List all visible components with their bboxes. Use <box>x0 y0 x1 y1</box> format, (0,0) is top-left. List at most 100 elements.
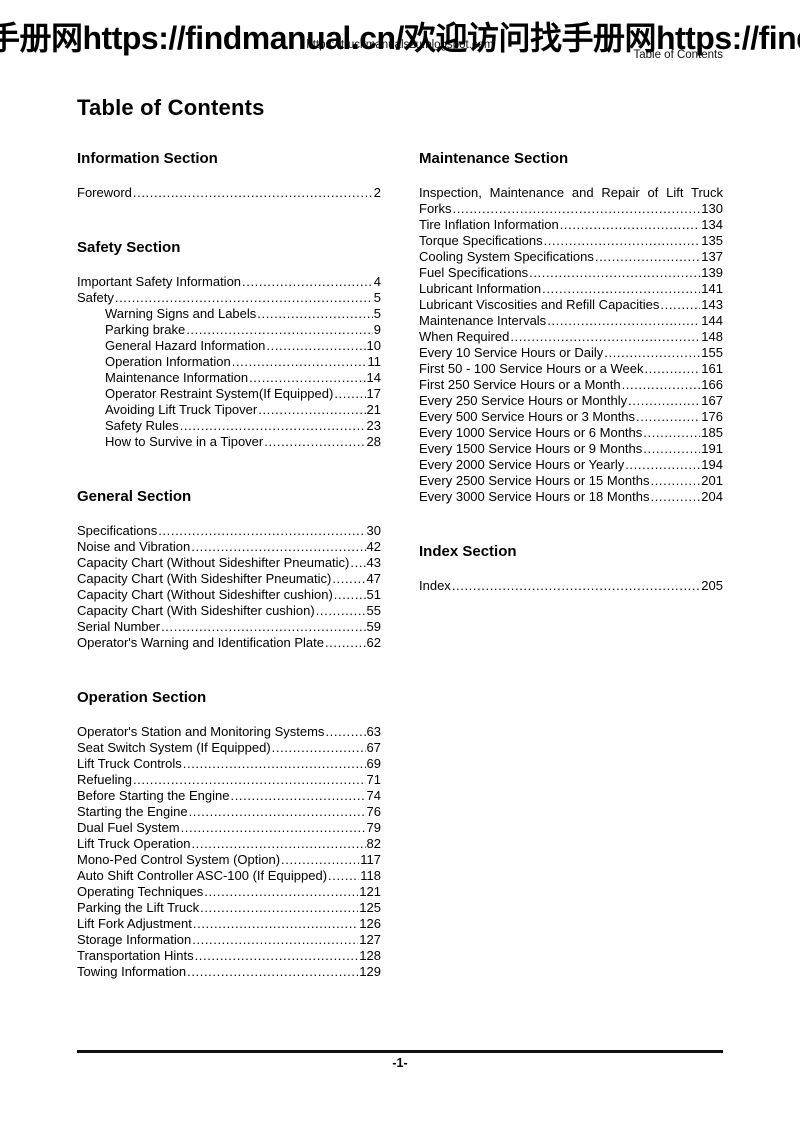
dot-leader <box>332 571 365 587</box>
toc-entry: Every 500 Service Hours or 3 Months 176 <box>419 409 723 425</box>
dot-leader <box>192 932 358 948</box>
toc-entry-title: Mono-Ped Control System (Option) <box>77 852 281 868</box>
toc-entry-page: 74 <box>366 788 381 804</box>
toc-entry-title: First 50 - 100 Service Hours or a Week <box>419 361 644 377</box>
toc-entry-page: 76 <box>366 804 381 820</box>
toc-entry: Warning Signs and Labels 5 <box>77 306 381 322</box>
toc-entry-title: Important Safety Information <box>77 274 242 290</box>
dot-leader <box>232 354 367 370</box>
toc-entry-title: Towing Information <box>77 964 187 980</box>
toc-entry-page: 43 <box>366 555 381 571</box>
toc-entry-page: 79 <box>366 820 381 836</box>
dot-leader <box>316 603 366 619</box>
toc-entry-page: 134 <box>701 217 723 233</box>
toc-entry-title: Maintenance Intervals <box>419 313 547 329</box>
dot-leader <box>544 233 701 249</box>
dot-leader <box>200 900 358 916</box>
dot-leader <box>195 948 359 964</box>
toc-entry: First 50 - 100 Service Hours or a Week 16… <box>419 361 723 377</box>
toc-entry-title: Torque Specifications <box>419 233 543 249</box>
dot-leader <box>643 425 700 441</box>
toc-entry: Every 1500 Service Hours or 9 Months 191 <box>419 441 723 457</box>
dot-leader <box>628 393 700 409</box>
toc-entry-title: When Required <box>419 329 510 345</box>
toc-entry: Every 250 Service Hours or Monthly 167 <box>419 393 723 409</box>
toc-entry-page: 10 <box>366 338 381 354</box>
dot-leader <box>542 281 700 297</box>
dot-leader <box>266 338 365 354</box>
toc-entry: Operator's Station and Monitoring System… <box>77 724 381 740</box>
toc-entry: Towing Information 129 <box>77 964 381 980</box>
header-url: https://truckmanuals2u.blogspot.com <box>306 39 494 51</box>
dot-leader <box>249 370 365 386</box>
dot-leader <box>643 441 700 457</box>
toc-entry-title: Avoiding Lift Truck Tipover <box>105 402 258 418</box>
section-heading: General Section <box>77 488 192 506</box>
toc-entry-page: 191 <box>701 441 723 457</box>
toc-entry-page: 128 <box>359 948 381 964</box>
toc-entry-page: 63 <box>366 724 381 740</box>
toc-entry-title: Seat Switch System (If Equipped) <box>77 740 271 756</box>
dot-leader <box>651 489 701 505</box>
toc-column-right: Maintenance Section Inspection, Maintenan… <box>419 120 723 980</box>
toc-entry-title: Every 1500 Service Hours or 9 Months <box>419 441 643 457</box>
toc-entry: Capacity Chart (With Sideshifter cushion… <box>77 603 381 619</box>
section-heading: Maintenance Section <box>419 150 569 168</box>
section-entry-list: Foreword 2 <box>77 185 381 201</box>
toc-entry: Every 10 Service Hours or Daily 155 <box>419 345 723 361</box>
toc-entry-title: Capacity Chart (With Sideshifter Pneumat… <box>77 571 332 587</box>
toc-entry-page: 9 <box>373 322 381 338</box>
dot-leader <box>272 740 366 756</box>
toc-entry-title: Operator's Station and Monitoring System… <box>77 724 325 740</box>
dot-leader <box>189 804 366 820</box>
toc-entry-title: Specifications <box>77 523 158 539</box>
toc-entry-title: Lift Truck Operation <box>77 836 191 852</box>
dot-leader <box>281 852 359 868</box>
toc-entry-page: 17 <box>366 386 381 402</box>
toc-entry-page: 42 <box>366 539 381 555</box>
dot-leader <box>453 201 701 217</box>
section-heading: Information Section <box>77 150 218 168</box>
toc-entry-page: 155 <box>701 345 723 361</box>
toc-entry: Lift Truck Controls 69 <box>77 756 381 772</box>
toc-entry-page: 167 <box>701 393 723 409</box>
toc-entry-title: Operator Restraint System(If Equipped) <box>105 386 334 402</box>
toc-entry: Important Safety Information 4 <box>77 274 381 290</box>
toc-entry-title: Capacity Chart (With Sideshifter cushion… <box>77 603 315 619</box>
toc-entry-title: Parking brake <box>105 322 186 338</box>
dot-leader <box>325 635 366 651</box>
dot-leader <box>334 587 366 603</box>
toc-entry-title: Every 500 Service Hours or 3 Months <box>419 409 636 425</box>
toc-entry-title: Lubricant Information <box>419 281 542 297</box>
dot-leader <box>452 578 700 594</box>
toc-entry-page: 143 <box>701 297 723 313</box>
toc-entry: Index 205 <box>419 578 723 594</box>
toc-entry: How to Survive in a Tipover 28 <box>77 434 381 450</box>
toc-entry-page: 129 <box>359 964 381 980</box>
dot-leader <box>350 555 365 571</box>
toc-entry-page: 21 <box>366 402 381 418</box>
toc-entry-page: 59 <box>366 619 381 635</box>
toc-entry-title: Every 2000 Service Hours or Yearly <box>419 457 625 473</box>
toc-entry-page: 139 <box>701 265 723 281</box>
dot-leader <box>510 329 700 345</box>
toc-entry-page: 117 <box>360 852 381 868</box>
toc-entry-title: Noise and Vibration <box>77 539 191 555</box>
dot-leader <box>604 345 700 361</box>
dot-leader <box>334 386 365 402</box>
toc-entry: Safety Rules 23 <box>77 418 381 434</box>
toc-entry: Torque Specifications 135 <box>419 233 723 249</box>
toc-entry: General Hazard Information 10 <box>77 338 381 354</box>
dot-leader <box>636 409 700 425</box>
footer-rule <box>77 1050 723 1053</box>
toc-entry: Noise and Vibration 42 <box>77 539 381 555</box>
dot-leader <box>204 884 358 900</box>
toc-entry-page: 82 <box>366 836 381 852</box>
dot-leader <box>191 836 365 852</box>
toc-entry-title: Safety Rules <box>105 418 179 434</box>
section-heading: Safety Section <box>77 239 181 257</box>
dot-leader <box>595 249 700 265</box>
section-heading: Index Section <box>419 543 517 561</box>
toc-entry-title: How to Survive in a Tipover <box>105 434 264 450</box>
